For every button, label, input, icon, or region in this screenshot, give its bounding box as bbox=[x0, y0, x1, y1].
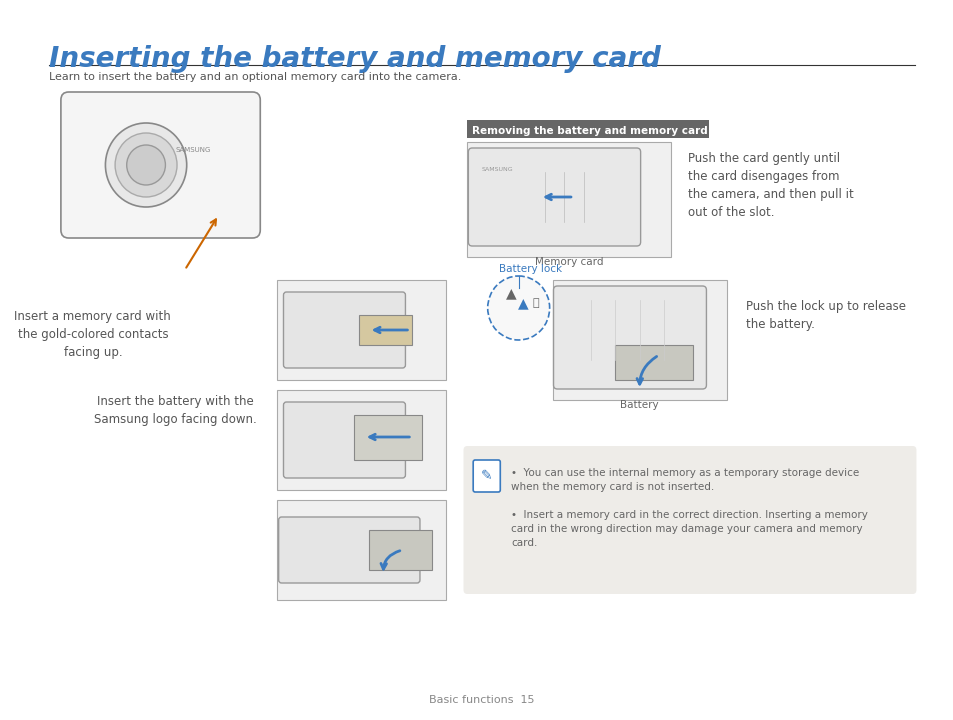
Bar bbox=[354, 415, 421, 460]
FancyBboxPatch shape bbox=[276, 500, 446, 600]
FancyBboxPatch shape bbox=[463, 446, 916, 594]
FancyBboxPatch shape bbox=[283, 402, 405, 478]
FancyBboxPatch shape bbox=[468, 148, 640, 246]
FancyBboxPatch shape bbox=[278, 517, 419, 583]
Text: Learn to insert the battery and an optional memory card into the camera.: Learn to insert the battery and an optio… bbox=[50, 72, 461, 82]
Text: SAMSUNG: SAMSUNG bbox=[175, 147, 211, 153]
Circle shape bbox=[487, 276, 549, 340]
Text: Push the lock up to release
the battery.: Push the lock up to release the battery. bbox=[745, 300, 905, 331]
FancyBboxPatch shape bbox=[467, 142, 670, 257]
FancyBboxPatch shape bbox=[61, 92, 260, 238]
Text: •  You can use the internal memory as a temporary storage device
when the memory: • You can use the internal memory as a t… bbox=[511, 468, 859, 492]
Circle shape bbox=[115, 133, 177, 197]
Circle shape bbox=[127, 145, 165, 185]
FancyBboxPatch shape bbox=[553, 286, 705, 389]
Text: SAMSUNG: SAMSUNG bbox=[481, 167, 513, 172]
Text: Inserting the battery and memory card: Inserting the battery and memory card bbox=[50, 45, 660, 73]
Text: Battery lock: Battery lock bbox=[498, 264, 562, 274]
FancyBboxPatch shape bbox=[276, 280, 446, 380]
FancyBboxPatch shape bbox=[473, 460, 499, 492]
Text: ✎: ✎ bbox=[480, 469, 492, 483]
Text: Battery: Battery bbox=[619, 400, 659, 410]
Bar bbox=[368, 530, 431, 570]
Bar bbox=[615, 345, 692, 380]
Text: Insert the battery with the
Samsung logo facing down.: Insert the battery with the Samsung logo… bbox=[93, 395, 256, 426]
FancyBboxPatch shape bbox=[283, 292, 405, 368]
Text: Memory card: Memory card bbox=[535, 257, 602, 267]
FancyBboxPatch shape bbox=[276, 390, 446, 490]
FancyBboxPatch shape bbox=[552, 280, 726, 400]
Text: Push the card gently until
the card disengages from
the camera, and then pull it: Push the card gently until the card dise… bbox=[687, 152, 853, 219]
Text: ▲: ▲ bbox=[517, 296, 528, 310]
Text: ▲: ▲ bbox=[505, 286, 516, 300]
Text: Basic functions  15: Basic functions 15 bbox=[429, 695, 534, 705]
Text: 🔒: 🔒 bbox=[532, 298, 538, 308]
Text: Insert a memory card with
the gold-colored contacts
facing up.: Insert a memory card with the gold-color… bbox=[14, 310, 171, 359]
FancyBboxPatch shape bbox=[467, 120, 709, 138]
Circle shape bbox=[106, 123, 187, 207]
Text: •  Insert a memory card in the correct direction. Inserting a memory
card in the: • Insert a memory card in the correct di… bbox=[511, 510, 867, 548]
Bar bbox=[358, 315, 412, 345]
Text: Removing the battery and memory card: Removing the battery and memory card bbox=[472, 126, 707, 136]
